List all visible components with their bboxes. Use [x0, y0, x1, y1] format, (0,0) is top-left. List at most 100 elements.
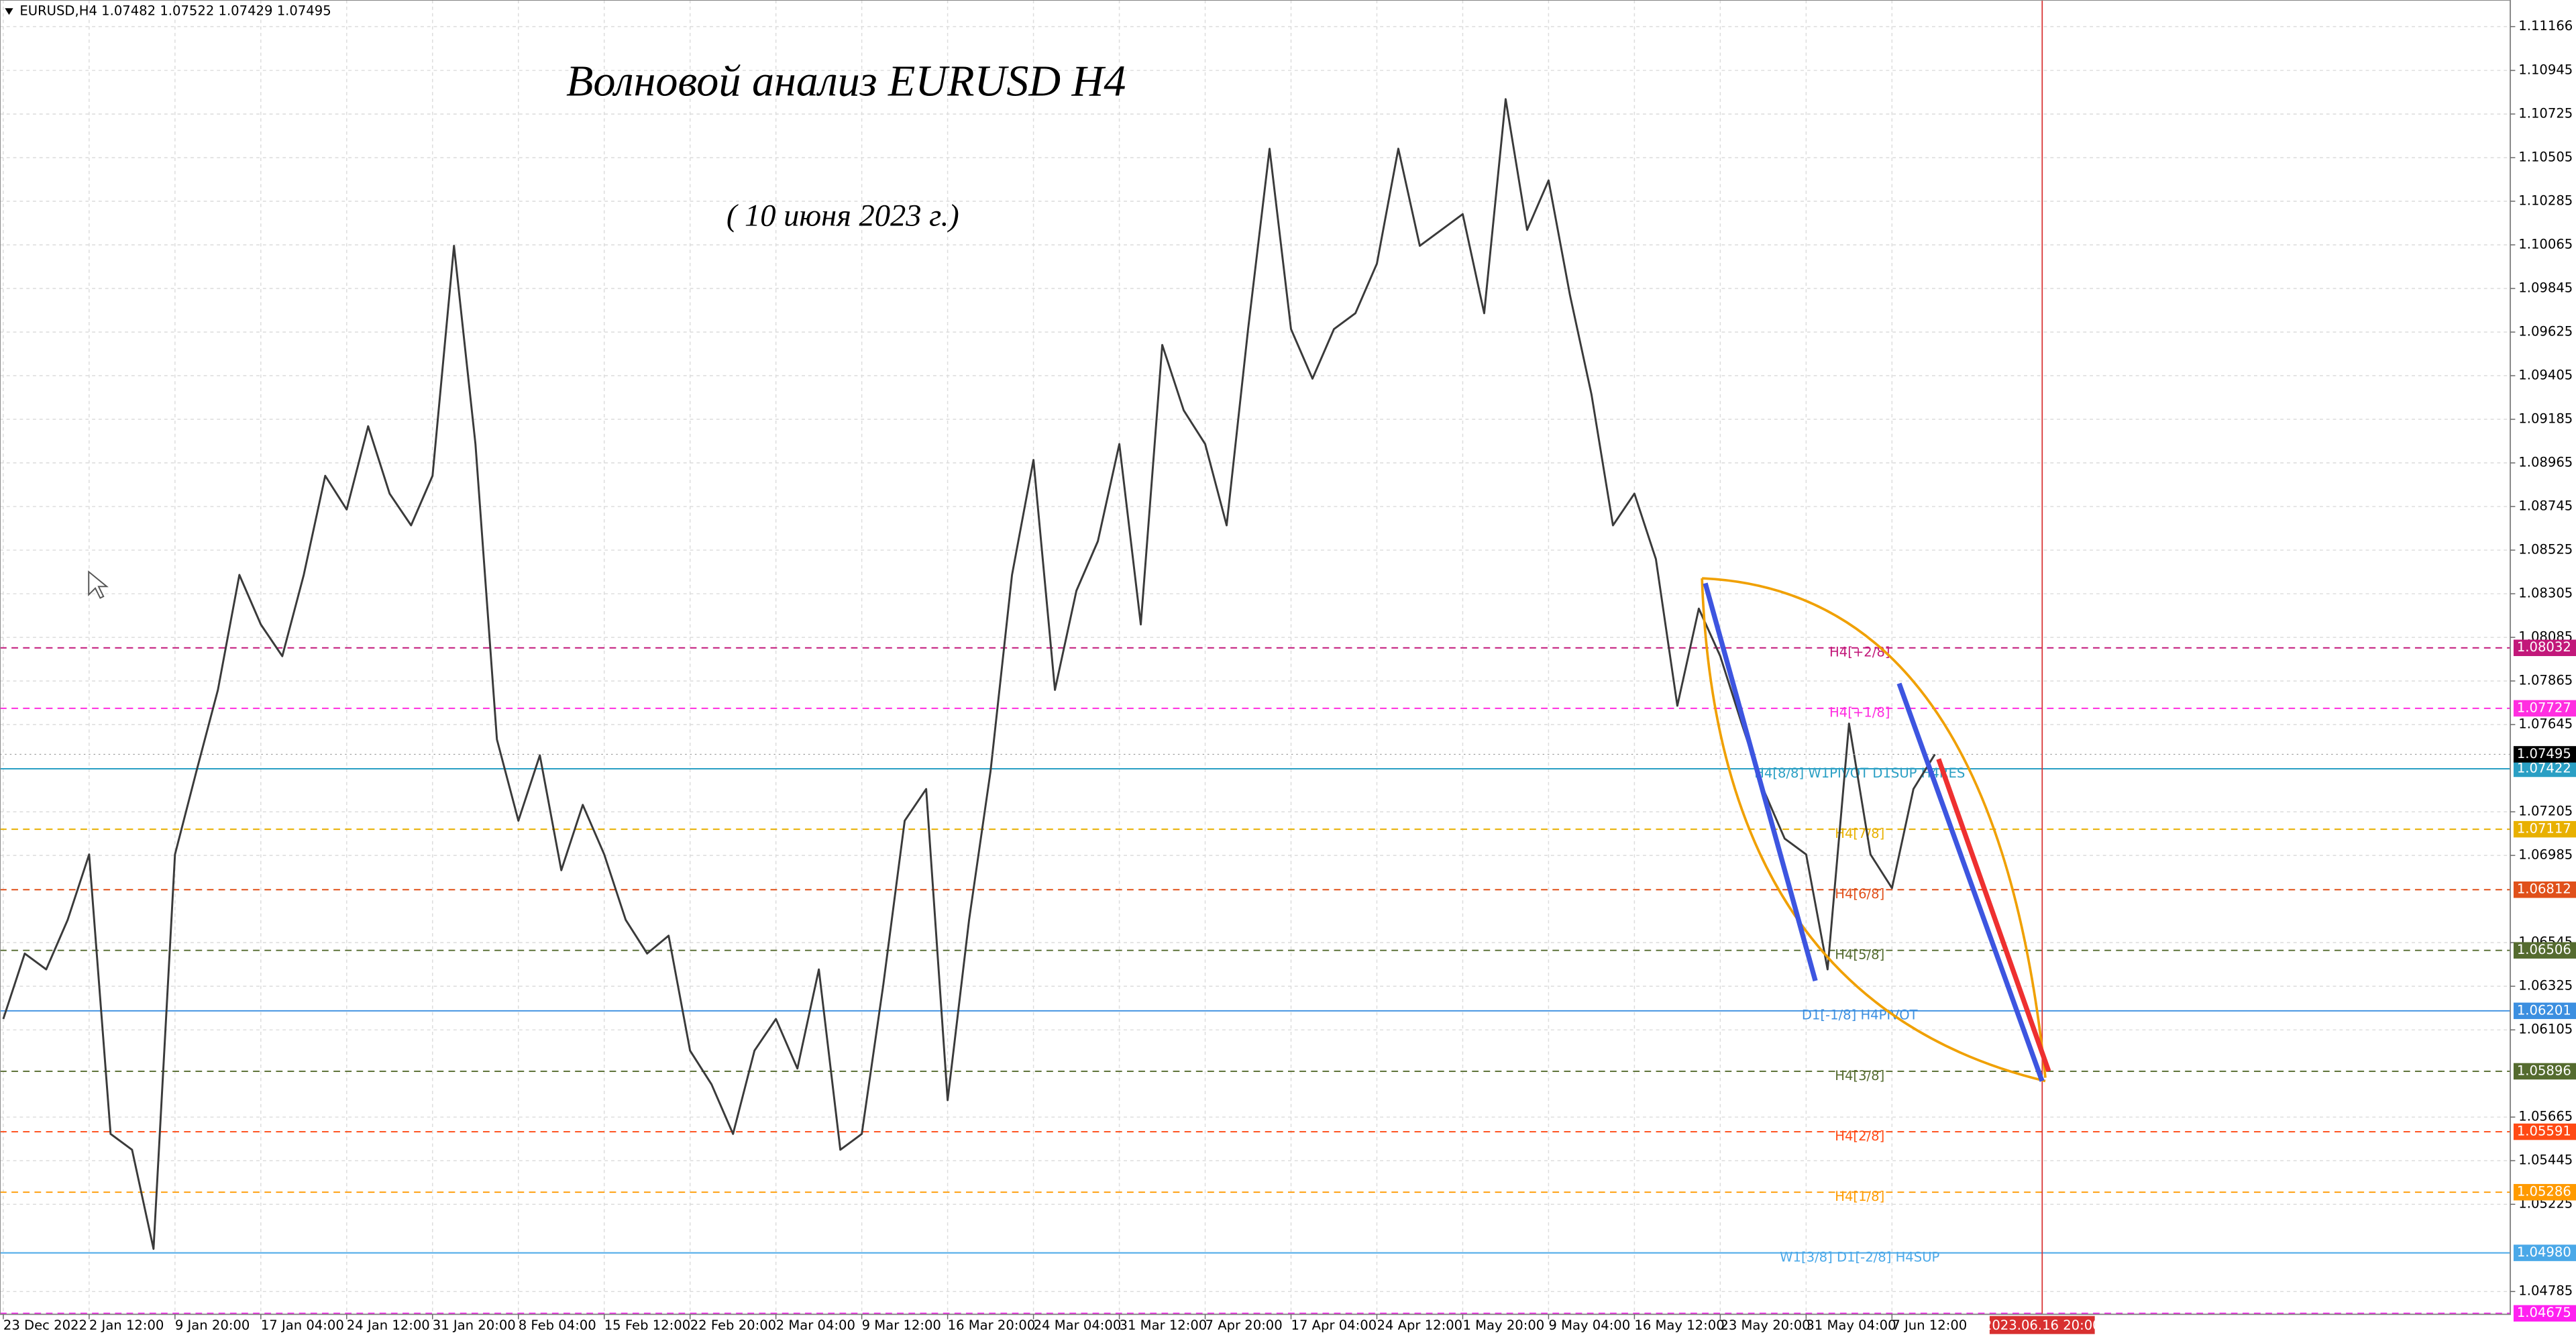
y-tick-label: 1.05445 [2518, 1153, 2573, 1168]
x-tick-label: 31 Jan 20:00 [433, 1318, 516, 1333]
level-box [2513, 942, 2576, 959]
y-tick-label: 1.08965 [2518, 455, 2573, 470]
level-label: 1.06506 [2517, 942, 2571, 957]
level-name: H4[6/8] [1835, 886, 1884, 902]
arc [1702, 577, 2047, 1078]
y-tick-label: 1.09405 [2518, 368, 2573, 383]
grid [0, 0, 2511, 1315]
level-box [2513, 760, 2576, 778]
y-tick-label: 1.05665 [2518, 1109, 2573, 1124]
y-tick-label: 1.06105 [2518, 1022, 2573, 1037]
level-label: 1.04675 [2517, 1305, 2571, 1320]
level-name: H4[+2/8] [1829, 645, 1890, 660]
level-box [2513, 700, 2576, 717]
level-name: H4[2/8] [1835, 1128, 1884, 1144]
last-price-label: 1.07495 [2517, 746, 2571, 761]
wave-line [1703, 582, 1818, 982]
x-tick-label: 23 May 20:00 [1720, 1318, 1810, 1333]
chart-title: Волновой анализ EURUSD H4 [566, 57, 1126, 106]
level-box [2513, 820, 2576, 838]
y-tick-label: 1.09845 [2518, 280, 2573, 295]
y-tick-label: 1.10285 [2518, 193, 2573, 208]
y-tick-label: 1.07645 [2518, 716, 2573, 732]
y-tick-label: 1.07865 [2518, 673, 2573, 688]
x-tick-label: 22 Feb 20:00 [690, 1318, 776, 1333]
x-tick-label: 23 Dec 2022 [3, 1318, 87, 1333]
wave-line [1896, 682, 2045, 1082]
y-tick-label: 1.10065 [2518, 236, 2573, 252]
level-box [2513, 1244, 2576, 1261]
x-tick-label: 7 Jun 12:00 [1892, 1318, 1967, 1333]
x-tick-label: 24 Mar 04:00 [1034, 1318, 1122, 1333]
y-tick-label: 1.08745 [2518, 498, 2573, 514]
level-name: H4[1/8] [1835, 1189, 1884, 1204]
x-tick-label: 24 Apr 12:00 [1377, 1318, 1462, 1333]
y-tick-label: 1.06325 [2518, 978, 2573, 994]
level-box [2513, 881, 2576, 898]
x-tick-label: 31 May 04:00 [1806, 1318, 1896, 1333]
y-tick-label: 1.08525 [2518, 542, 2573, 557]
level-label: 1.07422 [2517, 761, 2571, 776]
x-tick-label: 2 Mar 04:00 [776, 1318, 855, 1333]
level-label: 1.05591 [2517, 1124, 2571, 1139]
header-icon [5, 8, 13, 15]
x-tick-label: 9 May 04:00 [1548, 1318, 1630, 1333]
wave-line [1936, 758, 2051, 1072]
level-name: W1[3/8] D1[-2/8] H4SUP [1780, 1249, 1939, 1265]
level-label: 1.05896 [2517, 1063, 2571, 1078]
level-box [2513, 1305, 2576, 1322]
date-marker-box [1989, 1316, 2095, 1334]
level-name: H4[8/8] W1PIVOT D1SUP H4RES [1754, 765, 1965, 781]
x-tick-label: 17 Jan 04:00 [261, 1318, 344, 1333]
x-tick-label: 8 Feb 04:00 [519, 1318, 596, 1333]
level-label: 1.07117 [2517, 821, 2571, 837]
level-box [2513, 1063, 2576, 1080]
level-box [2513, 1002, 2576, 1020]
x-tick-label: 15 Feb 12:00 [604, 1318, 690, 1333]
y-tick-label: 1.11166 [2518, 18, 2573, 34]
y-tick-label: 1.09185 [2518, 411, 2573, 427]
level-label: 1.05286 [2517, 1184, 2571, 1199]
y-tick-label: 1.06985 [2518, 847, 2573, 863]
level-box [2513, 1123, 2576, 1140]
level-label: 1.06812 [2517, 881, 2571, 897]
drawings [88, 570, 2051, 1083]
x-tick-label: 16 Mar 20:00 [948, 1318, 1036, 1333]
y-tick-label: 1.07205 [2518, 804, 2573, 819]
x-tick-label: 2023.06.16 20:00 [1984, 1318, 2101, 1333]
level-name: H4[+1/8] [1829, 705, 1890, 720]
x-tick-label: 7 Apr 20:00 [1205, 1318, 1283, 1333]
y-tick-label: 1.10505 [2518, 149, 2573, 164]
cursor [88, 570, 109, 599]
x-tick-label: 9 Mar 12:00 [862, 1318, 941, 1333]
level-name: H4[7/8] [1835, 826, 1884, 841]
y-tick-label: 1.10945 [2518, 62, 2573, 77]
level-name: H4[3/8] [1835, 1068, 1884, 1083]
plot [0, 0, 2511, 1315]
chart-subtitle: ( 10 июня 2023 г.) [727, 199, 959, 233]
x-tick-label: 24 Jan 12:00 [347, 1318, 430, 1333]
y-tick-label: 1.08305 [2518, 586, 2573, 601]
y-tick-label: 1.09625 [2518, 324, 2573, 339]
x-tick-label: 31 Mar 12:00 [1120, 1318, 1208, 1333]
level-box [2513, 1183, 2576, 1201]
levels: H4[+2/8] H4[+1/8] H4[8/8] W1PIVOT D1SUP H4… [0, 645, 2511, 1314]
level-box [2513, 639, 2576, 656]
x-tick-label: 1 May 20:00 [1462, 1318, 1544, 1333]
level-label: 1.08032 [2517, 639, 2571, 655]
plot-frame [0, 0, 2512, 1316]
x-tick-label: 17 Apr 04:00 [1291, 1318, 1377, 1333]
y-tick-label: 1.10725 [2518, 105, 2573, 121]
x-tick-label: 16 May 12:00 [1634, 1318, 1724, 1333]
x-tick-label: 2 Jan 12:00 [89, 1318, 164, 1333]
level-label: 1.07727 [2517, 700, 2571, 715]
level-name: H4[5/8] [1835, 947, 1884, 963]
level-label: 1.04980 [2517, 1244, 2571, 1260]
price-line [2, 98, 1936, 1250]
level-label: 1.06201 [2517, 1002, 2571, 1018]
last-price-box [2513, 746, 2576, 763]
x-tick-label: 9 Jan 20:00 [175, 1318, 250, 1333]
